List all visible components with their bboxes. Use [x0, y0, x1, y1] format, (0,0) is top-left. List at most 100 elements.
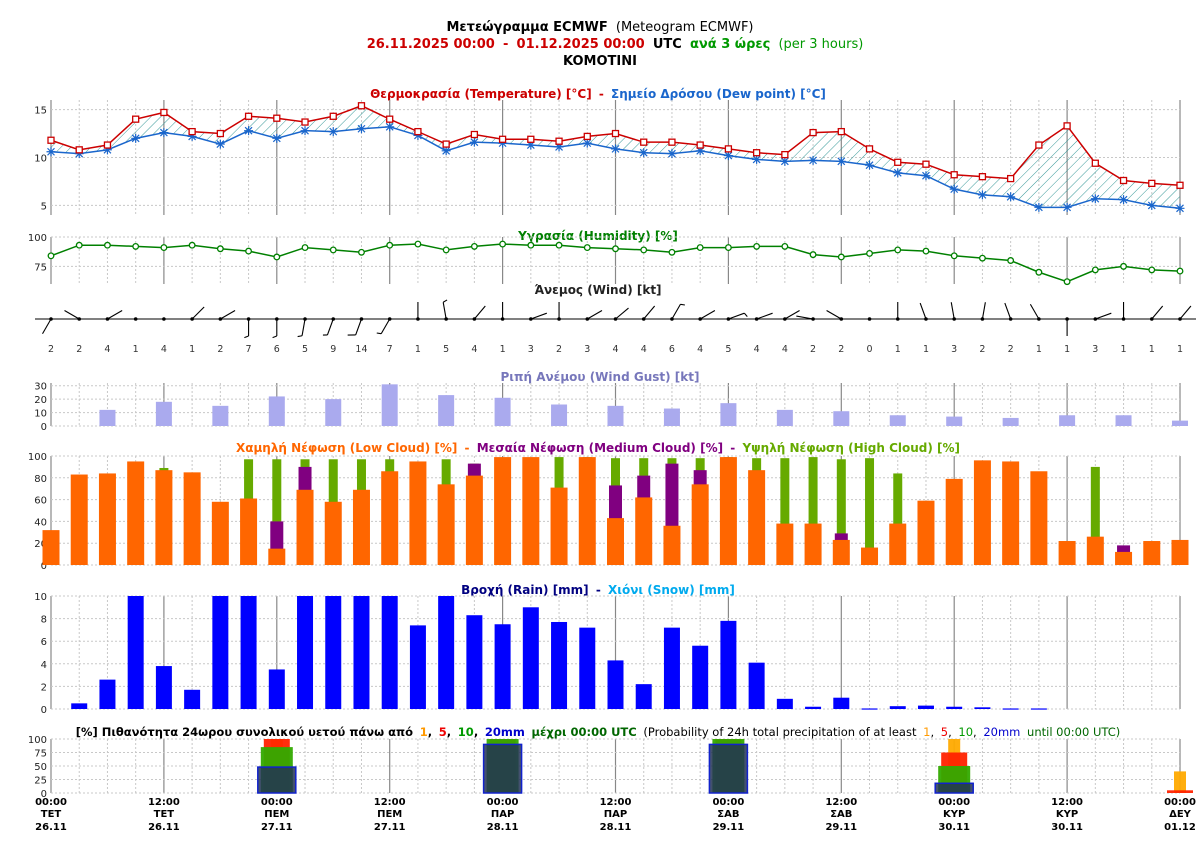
gust-bar	[551, 404, 568, 426]
gust-ytick-label: 30	[34, 382, 47, 393]
prob-en-prefix: (Probability of 24h total precipitation …	[643, 725, 917, 739]
wind-barb-shaft	[826, 310, 842, 320]
temperature-marker	[357, 102, 366, 110]
wind-barb-shaft	[699, 310, 716, 320]
prob-until: μέχρι 00:00 UTC	[531, 725, 636, 739]
dew-point-marker	[413, 130, 423, 140]
dew-point-marker	[752, 154, 762, 164]
humidity-marker	[160, 244, 168, 252]
humidity-marker	[1091, 266, 1099, 274]
gust-bar	[1115, 415, 1132, 426]
x-label-day: ΠΕΜ	[377, 809, 402, 820]
cloud-ytick-label: 40	[34, 517, 47, 528]
dew-point-marker	[1147, 200, 1157, 210]
wind-speed-label: 2	[217, 344, 223, 355]
x-label-time: 00:00	[35, 797, 67, 808]
wind-barb-shaft	[643, 305, 656, 320]
temperature-marker	[244, 112, 253, 120]
wind-speed-label: 1	[1064, 344, 1070, 355]
cloud-ytick-label: 80	[34, 474, 47, 485]
humidity-marker	[612, 245, 619, 253]
wind-speed-label: 1	[415, 344, 421, 355]
wind-barb-shaft	[220, 310, 236, 320]
mid-cloud-title: Μεσαία Νέφωση (Medium Cloud) [%]	[477, 441, 723, 455]
prob-ytick-label: 75	[34, 749, 47, 760]
header-period: 26.11.2025 00:00 - 01.12.2025 00:00 UTC …	[367, 37, 864, 52]
dew-point-marker	[836, 156, 846, 166]
temperature-marker	[498, 135, 507, 143]
low-cloud-bar	[127, 461, 145, 565]
gust-bar	[776, 409, 793, 426]
prob-c3: ,	[474, 725, 478, 739]
gust-bar	[381, 384, 398, 426]
rain-bar	[692, 645, 709, 709]
wind-speed-label: 2	[556, 344, 562, 355]
wind-speed-label: 7	[387, 344, 393, 355]
rain-ytick-label: 0	[41, 705, 47, 716]
low-cloud-bar	[663, 525, 681, 565]
temperature-marker	[1091, 159, 1099, 167]
rain-bar	[522, 607, 539, 709]
wind-barb-shaft	[728, 312, 745, 320]
humidity-marker	[866, 249, 873, 257]
wind-speed-label: 1	[895, 344, 901, 355]
humidity-marker	[1148, 266, 1156, 274]
high-cloud-bar	[865, 458, 875, 565]
x-label-date: 29.11	[825, 822, 857, 833]
rain-bar	[663, 627, 680, 709]
humidity-marker	[216, 245, 224, 253]
wind-barb-shaft	[1095, 312, 1112, 320]
rain-bar	[974, 707, 991, 709]
low-cloud-bar	[832, 539, 850, 565]
dew-point-marker	[187, 131, 197, 141]
rain-bar	[353, 596, 370, 709]
rain-bar	[325, 596, 342, 709]
humidity-marker	[922, 247, 930, 255]
prob-bar-20mm	[934, 782, 974, 794]
low-cloud-bar	[550, 487, 568, 565]
low-cloud-bar	[776, 523, 794, 565]
dew-point-marker	[215, 139, 225, 149]
humidity-marker	[245, 247, 253, 255]
humidity-marker	[386, 241, 394, 249]
low-cloud-bar	[804, 523, 822, 565]
cloud-panel-title: Χαμηλή Νέφωση (Low Cloud) [%] - Μεσαία Ν…	[236, 441, 960, 455]
temperature-marker	[442, 140, 450, 148]
cloud-sep-1: -	[465, 441, 470, 455]
x-label-date: 26.11	[35, 822, 67, 833]
x-label-day: ΠΑΡ	[604, 809, 627, 820]
high-cloud-bar	[808, 457, 818, 565]
rain-bar	[381, 596, 398, 709]
gust-panel-title: Ριπή Ανέμου (Wind Gust) [kt]	[501, 370, 700, 384]
temperature-marker	[414, 127, 422, 136]
low-cloud-bar	[381, 471, 399, 565]
gust-bar	[438, 395, 455, 426]
wind-speed-label: 2	[1008, 344, 1014, 355]
rain-bar	[127, 596, 144, 709]
cloud-chart	[42, 457, 1189, 565]
humidity-chart	[47, 240, 1184, 286]
dew-point-marker	[356, 124, 366, 134]
x-label-time: 00:00	[1164, 797, 1196, 808]
humidity-marker	[329, 246, 337, 254]
rain-bar	[438, 596, 455, 709]
dew-point-marker	[723, 151, 733, 161]
dew-point-marker	[780, 156, 790, 166]
gust-bar	[155, 401, 172, 426]
wind-barb-shaft	[1151, 305, 1164, 320]
temperature-marker	[809, 128, 817, 137]
humidity-marker	[894, 246, 902, 254]
humidity-marker	[273, 253, 281, 261]
prob-t10: 10	[458, 725, 474, 739]
header-every-en: (per 3 hours)	[778, 37, 863, 52]
rain-bar	[551, 621, 568, 709]
prob-ytick-label: 0	[41, 789, 47, 800]
wind-speed-label: 5	[725, 344, 731, 355]
x-label-date: 26.11	[148, 822, 180, 833]
dew-point-marker	[1175, 203, 1185, 213]
humidity-marker	[499, 240, 507, 248]
humidity-marker	[103, 241, 111, 249]
prob-e20: 20mm	[983, 725, 1020, 739]
wind-speed-label: 3	[951, 344, 957, 355]
x-label-day: ΚΥΡ	[1056, 809, 1078, 820]
